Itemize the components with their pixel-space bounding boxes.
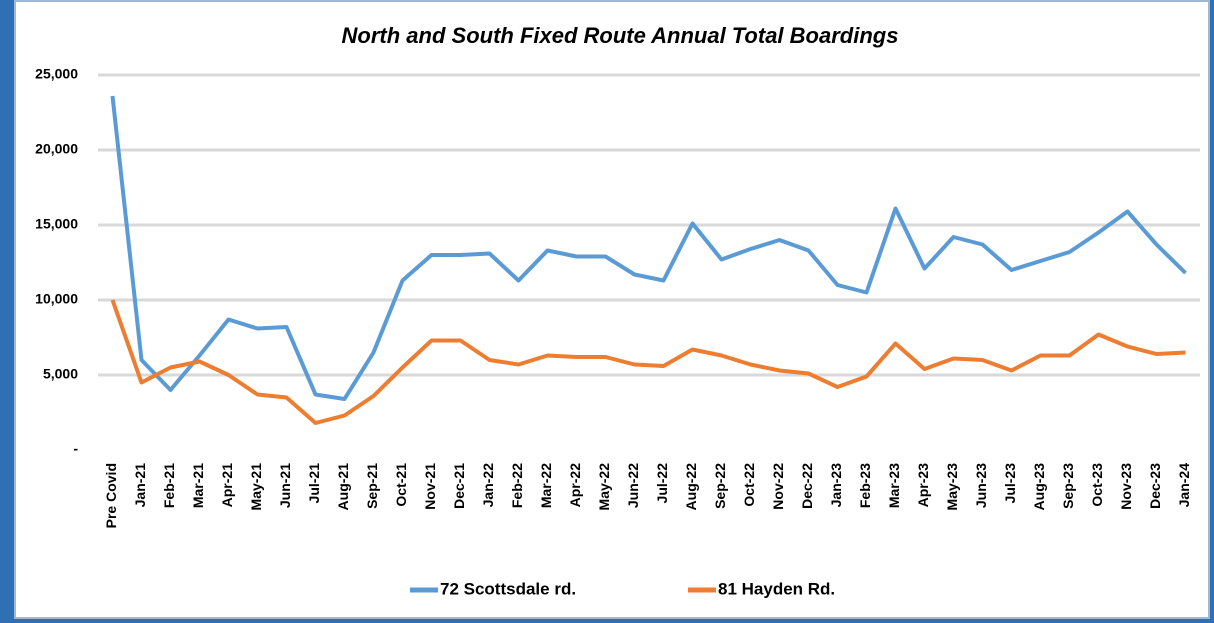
x-tick-label: Mar-21 [190,463,206,508]
x-tick-label: Mar-23 [886,463,902,508]
x-tick-label: Jan-24 [1176,463,1192,508]
y-tick-label: - [73,441,78,457]
chart-title: North and South Fixed Route Annual Total… [342,23,899,48]
x-tick-label: Jun-21 [277,463,293,508]
x-tick-label: Jun-23 [973,463,989,508]
chart-frame [14,0,1210,619]
x-tick-label: Mar-22 [538,463,554,508]
y-tick-label: 5,000 [43,366,78,382]
x-tick-label: Nov-21 [422,463,438,510]
x-tick-label: May-21 [248,463,264,511]
x-tick-label: Dec-21 [451,463,467,509]
x-tick-label: Sep-23 [1060,463,1076,509]
x-tick-label: Feb-23 [857,463,873,508]
series-line [110,299,1186,425]
y-tick-label: 15,000 [35,216,78,232]
y-tick-label: 20,000 [35,141,78,157]
x-tick-label: Dec-22 [799,463,815,509]
x-tick-label: Aug-22 [683,463,699,511]
x-tick-label: Aug-23 [1031,463,1047,511]
x-tick-label: Jan-21 [132,463,148,508]
x-tick-label: Apr-23 [915,463,931,508]
x-tick-label: Oct-21 [393,463,409,507]
x-tick-label: Sep-22 [712,463,728,509]
y-tick-label: 10,000 [35,291,78,307]
x-tick-label: Dec-23 [1147,463,1163,509]
x-tick-label: Sep-21 [364,463,380,509]
series-line [110,95,1187,401]
x-tick-label: Jan-22 [480,463,496,508]
x-tick-label: Aug-21 [335,463,351,511]
x-tick-label: May-23 [944,463,960,511]
x-tick-label: Feb-21 [161,463,177,508]
x-tick-label: Jan-23 [828,463,844,508]
x-tick-label: Nov-22 [770,463,786,510]
legend-label: 81 Hayden Rd. [718,579,835,598]
x-tick-label: Nov-23 [1118,463,1134,510]
x-tick-label: Feb-22 [509,463,525,508]
y-tick-label: 25,000 [35,66,78,82]
x-tick-label: Jul-22 [654,463,670,504]
x-tick-label: Apr-22 [567,463,583,508]
x-tick-label: May-22 [596,463,612,511]
x-tick-label: Jul-23 [1002,463,1018,504]
x-tick-label: Jun-22 [625,463,641,508]
x-tick-label: Pre Covid [103,463,119,528]
x-tick-label: Apr-21 [219,463,235,508]
legend-label: 72 Scottsdale rd. [440,579,576,598]
x-tick-label: Oct-23 [1089,463,1105,507]
x-tick-label: Oct-22 [741,463,757,507]
x-tick-label: Jul-21 [306,463,322,504]
